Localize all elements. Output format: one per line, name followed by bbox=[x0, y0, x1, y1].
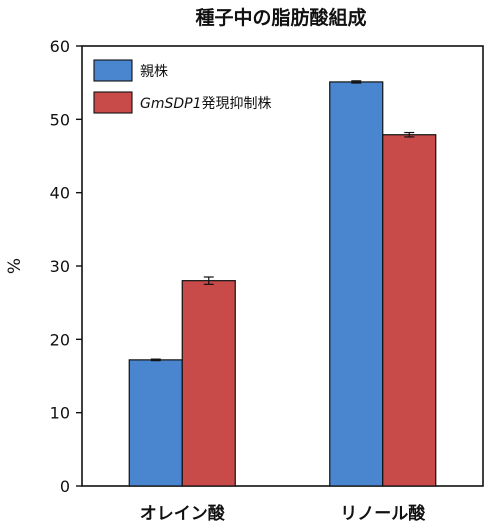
y-tick-label: 30 bbox=[50, 257, 70, 276]
y-tick-label: 20 bbox=[50, 330, 70, 349]
bars-group bbox=[128, 80, 437, 487]
legend-swatch bbox=[93, 59, 133, 82]
legend-swatch bbox=[93, 91, 133, 114]
bar-suppressed-1 bbox=[382, 134, 437, 487]
legend-label-part: 発現抑制株 bbox=[202, 96, 272, 112]
x-category-label: リノール酸 bbox=[340, 503, 426, 524]
y-tick-label: 10 bbox=[50, 404, 70, 423]
bar-parent-0 bbox=[128, 359, 183, 487]
x-axis-labels: オレイン酸 リノール酸 bbox=[140, 503, 426, 524]
x-category-label: オレイン酸 bbox=[140, 503, 226, 524]
legend-label: GmSDP1発現抑制株 bbox=[140, 96, 272, 112]
legend-label: 親株 bbox=[140, 64, 168, 80]
y-tick-label: 0 bbox=[60, 477, 70, 496]
bar-suppressed-0 bbox=[181, 280, 236, 487]
y-tick-label: 50 bbox=[50, 110, 70, 129]
legend-label-part: 親株 bbox=[140, 64, 168, 80]
chart-title: 種子中の脂肪酸組成 bbox=[195, 6, 366, 29]
legend: 親株 GmSDP1発現抑制株 bbox=[93, 59, 272, 114]
y-axis-label: % bbox=[5, 258, 25, 274]
y-axis-ticks: 0 10 20 30 40 50 60 bbox=[50, 37, 82, 496]
bar-parent-1 bbox=[329, 81, 384, 487]
y-tick-label: 40 bbox=[50, 184, 70, 203]
legend-label-part: GmSDP1 bbox=[140, 96, 202, 112]
y-tick-label: 60 bbox=[50, 37, 70, 56]
